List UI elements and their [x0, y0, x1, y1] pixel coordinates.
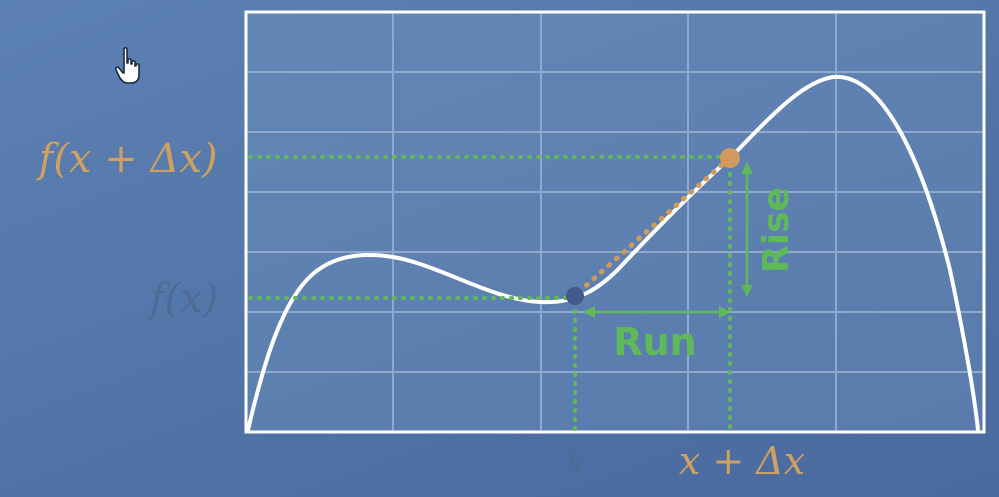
label-run: Run — [613, 320, 696, 364]
function-curve — [246, 74, 980, 432]
point-x — [566, 287, 584, 305]
plot-frame — [244, 10, 986, 434]
label-f-x: f(x) — [147, 276, 219, 322]
hand-pointer-icon — [114, 47, 140, 84]
rise-arrow — [741, 162, 753, 297]
plot-area — [246, 12, 984, 432]
rise-arrow-head-down — [741, 285, 753, 297]
run-arrow-head-left — [583, 306, 595, 318]
guide-lines — [248, 155, 732, 432]
rise-arrow-head-up — [741, 162, 753, 174]
label-x: x — [564, 439, 585, 483]
label-f-x-plus-dx: f(x + Δx) — [36, 136, 218, 182]
secant-line — [576, 159, 728, 295]
run-arrow-head-right — [719, 306, 731, 318]
run-arrow — [583, 306, 731, 318]
label-x-plus-dx: x + Δx — [679, 439, 805, 483]
point-x-plus-dx — [720, 148, 740, 168]
label-rise: Rise — [756, 187, 797, 273]
